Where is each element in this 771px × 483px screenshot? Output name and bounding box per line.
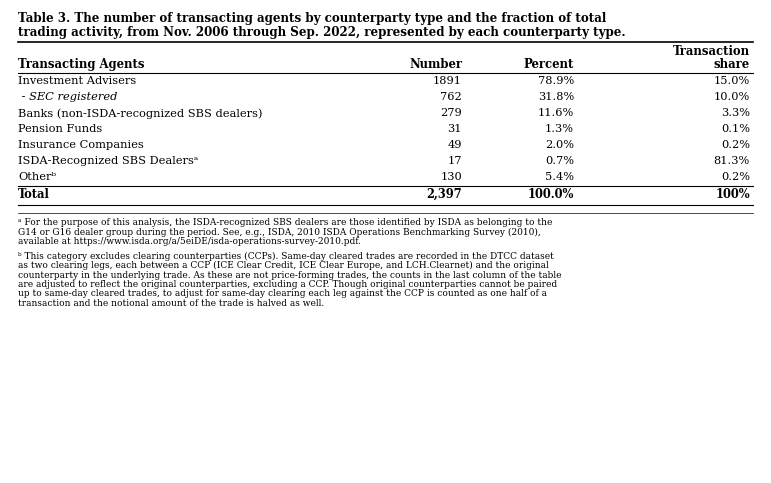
Text: G14 or G16 dealer group during the period. See, e.g., ISDA, 2010 ISDA Operations: G14 or G16 dealer group during the perio… [18,227,540,237]
Text: Transacting Agents: Transacting Agents [18,58,144,71]
Text: 78.9%: 78.9% [537,76,574,86]
Text: 100%: 100% [715,188,750,201]
Text: 81.3%: 81.3% [714,156,750,166]
Text: 762: 762 [440,92,462,102]
Text: up to same-day cleared trades, to adjust for same-day clearing each leg against : up to same-day cleared trades, to adjust… [18,289,547,298]
Text: ᵃ For the purpose of this analysis, the ISDA-recognized SBS dealers are those id: ᵃ For the purpose of this analysis, the … [18,218,552,227]
Text: 0.7%: 0.7% [545,156,574,166]
Text: 10.0%: 10.0% [714,92,750,102]
Text: counterparty in the underlying trade. As these are not price-forming trades, the: counterparty in the underlying trade. As… [18,270,561,280]
Text: ᵇ This category excludes clearing counterparties (CCPs). Same-day cleared trades: ᵇ This category excludes clearing counte… [18,252,554,261]
Text: ISDA-Recognized SBS Dealersᵃ: ISDA-Recognized SBS Dealersᵃ [18,156,198,166]
Text: Percent: Percent [524,58,574,71]
Text: 2,397: 2,397 [426,188,462,201]
Text: 0.1%: 0.1% [721,124,750,134]
Text: trading activity, from Nov. 2006 through Sep. 2022, represented by each counterp: trading activity, from Nov. 2006 through… [18,26,625,39]
Text: as two clearing legs, each between a CCP (ICE Clear Credit, ICE Clear Europe, an: as two clearing legs, each between a CCP… [18,261,549,270]
Text: 5.4%: 5.4% [545,172,574,182]
Text: Pension Funds: Pension Funds [18,124,103,134]
Text: 49: 49 [447,140,462,150]
Text: 31.8%: 31.8% [537,92,574,102]
Text: 1891: 1891 [433,76,462,86]
Text: 17: 17 [447,156,462,166]
Text: 31: 31 [447,124,462,134]
Text: 3.3%: 3.3% [721,108,750,118]
Text: 0.2%: 0.2% [721,140,750,150]
Text: 100.0%: 100.0% [527,188,574,201]
Text: Number: Number [409,58,462,71]
Text: 279: 279 [440,108,462,118]
Text: Total: Total [18,188,50,201]
Text: Banks (non-ISDA-recognized SBS dealers): Banks (non-ISDA-recognized SBS dealers) [18,108,262,118]
Text: 11.6%: 11.6% [537,108,574,118]
Text: are adjusted to reflect the original counterparties, excluding a CCP. Though ori: are adjusted to reflect the original cou… [18,280,557,289]
Text: 0.2%: 0.2% [721,172,750,182]
Text: 1.3%: 1.3% [545,124,574,134]
Text: Insurance Companies: Insurance Companies [18,140,143,150]
Text: 2.0%: 2.0% [545,140,574,150]
Text: Transaction: Transaction [673,45,750,58]
Text: available at https://www.isda.org/a/5eiDE/isda-operations-survey-2010.pdf.: available at https://www.isda.org/a/5eiD… [18,237,361,246]
Text: - SEC registered: - SEC registered [18,92,117,102]
Text: Table 3. The number of transacting agents by counterparty type and the fraction : Table 3. The number of transacting agent… [18,12,606,25]
Text: transaction and the notional amount of the trade is halved as well.: transaction and the notional amount of t… [18,299,325,308]
Text: share: share [714,58,750,71]
Text: Otherᵇ: Otherᵇ [18,172,56,182]
Text: Investment Advisers: Investment Advisers [18,76,136,86]
Text: 130: 130 [440,172,462,182]
Text: 15.0%: 15.0% [714,76,750,86]
